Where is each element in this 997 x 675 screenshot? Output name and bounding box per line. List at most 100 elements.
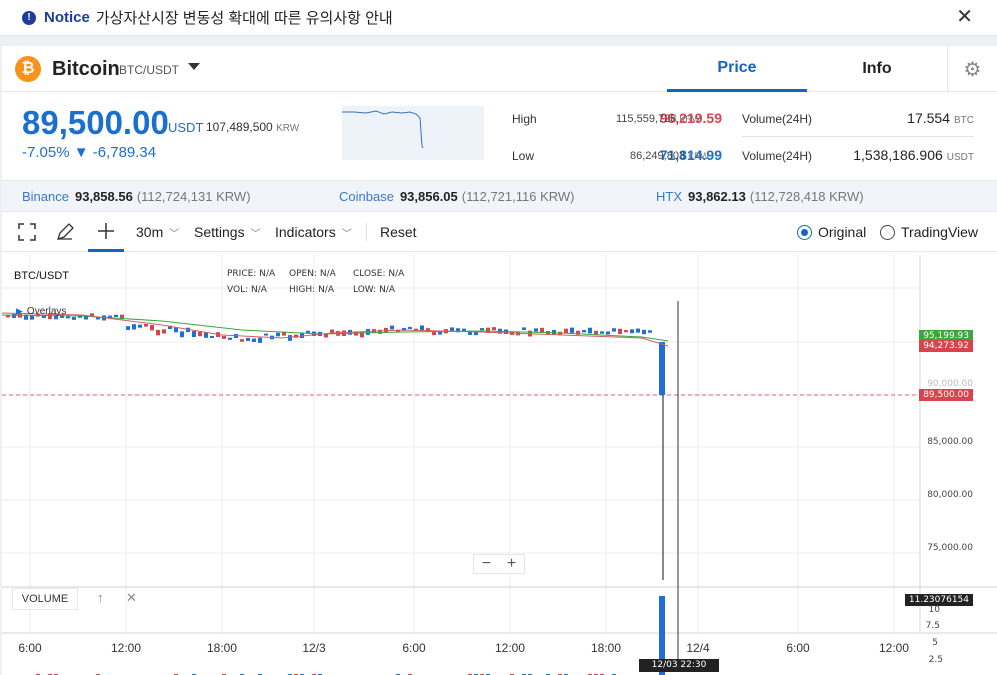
volume-btc-value: 17.554 BTC	[907, 110, 974, 126]
zoom-in-button[interactable]: +	[506, 555, 517, 572]
volume-usdt-number: 1,538,186.906	[853, 147, 943, 163]
indicators-menu[interactable]: Indicators ﹀	[275, 212, 352, 252]
settings-menu[interactable]: Settings ﹀	[194, 212, 261, 252]
price-summary: 89,500.00 USDT 107,489,500 KRW -7.05% ▼ …	[2, 92, 997, 180]
candle	[24, 314, 28, 320]
legend-open-label: OPEN:	[289, 269, 317, 279]
ohlc-legend-high: HIGH: N/A	[289, 285, 334, 295]
candle	[252, 338, 256, 342]
y-label: 75,000.00	[927, 543, 973, 553]
low-krw-value: 86,249,803	[630, 150, 686, 162]
coin-name[interactable]: Bitcoin	[52, 58, 120, 80]
ohlc-legend-low: LOW: N/A	[353, 285, 395, 295]
tab-info[interactable]: Info	[862, 60, 892, 77]
exchange-name[interactable]: HTX	[656, 189, 682, 204]
legend-high-label: HIGH:	[289, 285, 316, 295]
radio-selected-icon[interactable]	[797, 224, 812, 240]
notice-message[interactable]: 가상자산시장 변동성 확대에 따른 유의사항 안내	[95, 10, 393, 27]
radio-unselected-icon[interactable]	[880, 224, 895, 240]
close-icon[interactable]: ✕	[126, 590, 137, 605]
coin-pair[interactable]: BTC/USDT	[119, 63, 179, 77]
candle	[426, 328, 430, 332]
candle	[420, 325, 424, 331]
candle	[486, 327, 490, 334]
candle	[6, 314, 10, 318]
exchange-name[interactable]: Coinbase	[339, 189, 394, 204]
legend-low: N/A	[379, 285, 395, 295]
chevron-down-icon[interactable]: ﹀	[169, 228, 180, 240]
exchange-krw: (112,728,418 KRW)	[749, 189, 864, 204]
y-label: 85,000.00	[927, 437, 973, 447]
legend-close-label: CLOSE:	[353, 269, 386, 279]
chevron-down-icon[interactable]: ﹀	[341, 228, 352, 240]
overlays-label[interactable]: Overlays	[26, 306, 67, 317]
crosshair-icon[interactable]	[88, 212, 124, 252]
candle	[324, 333, 328, 338]
candle	[300, 332, 304, 339]
candle	[588, 327, 592, 334]
price-chart[interactable]: BTC/USDT PRICE: N/A OPEN: N/A CLOSE: N/A…	[2, 255, 997, 675]
indicators-label[interactable]: Indicators	[275, 224, 336, 240]
chart-canvas[interactable]	[2, 255, 997, 675]
candle	[534, 328, 538, 332]
candle	[48, 313, 52, 320]
reset-button[interactable]: Reset	[380, 224, 417, 240]
gear-icon[interactable]: ⚙	[947, 46, 997, 92]
candle	[624, 330, 628, 333]
candle	[648, 330, 652, 333]
candle	[564, 328, 568, 333]
settings-label[interactable]: Settings	[194, 224, 245, 240]
triangle-right-icon[interactable]: ▶	[16, 306, 23, 316]
ma-price-tag: 95,199.93	[919, 330, 973, 342]
tab-price[interactable]: Price	[667, 46, 807, 92]
volume-usdt-label: Volume(24H)	[742, 149, 813, 163]
view-original-option[interactable]: Original	[797, 212, 866, 252]
view-tradingview-option[interactable]: TradingView	[880, 212, 978, 252]
x-label: 18:00	[590, 641, 622, 655]
high-krw-value: 115,559,728	[616, 113, 677, 125]
sparkline-chart	[342, 106, 484, 160]
candle	[432, 331, 436, 336]
candle	[360, 332, 364, 338]
exchange-binance[interactable]: Binance 93,858.56 (112,724,131 KRW)	[22, 189, 251, 204]
stats-divider	[742, 136, 974, 137]
toolbar-divider	[366, 223, 367, 241]
legend-open: N/A	[319, 269, 336, 279]
notice-title[interactable]: Notice	[44, 9, 90, 26]
candle	[228, 337, 232, 340]
candle	[306, 330, 310, 334]
candle	[240, 339, 244, 342]
zoom-out-button[interactable]: −	[481, 555, 492, 572]
view-tradingview-label[interactable]: TradingView	[901, 224, 979, 240]
x-label: 6:00	[402, 641, 426, 655]
exchange-htx[interactable]: HTX 93,862.13 (112,728,418 KRW)	[656, 189, 864, 204]
interval-select[interactable]: 30m ﹀	[136, 212, 179, 252]
high-krw: 115,559,728 KRW	[616, 113, 700, 125]
view-original-label[interactable]: Original	[818, 224, 867, 240]
chevron-down-icon[interactable]	[188, 63, 200, 70]
ohlc-legend-close: CLOSE: N/A	[353, 269, 404, 279]
arrow-up-icon[interactable]: ↑	[97, 590, 104, 605]
draw-pencil-icon[interactable]	[55, 212, 77, 252]
candle	[162, 329, 166, 334]
candle	[402, 327, 406, 331]
volume-scale-label: 5	[932, 638, 938, 648]
exchange-bar: Binance 93,858.56 (112,724,131 KRW) Coinba…	[2, 180, 997, 212]
chevron-down-icon[interactable]: ﹀	[250, 228, 261, 240]
candle	[414, 328, 418, 331]
exchange-coinbase[interactable]: Coinbase 93,856.05 (112,721,116 KRW)	[339, 189, 575, 204]
candle	[258, 337, 262, 343]
volume-scale-label: 2.5	[928, 655, 943, 665]
zoom-control: − +	[473, 554, 525, 574]
fullscreen-icon[interactable]	[18, 212, 40, 252]
overlays-toggle[interactable]: ▶ Overlays	[16, 306, 66, 317]
price-unit: USDT	[168, 120, 204, 135]
volume-pane-label[interactable]: VOLUME	[12, 588, 78, 610]
interval-label[interactable]: 30m	[136, 224, 164, 240]
candle	[576, 330, 580, 335]
close-icon[interactable]: ✕	[956, 6, 973, 28]
high-krw-unit: KRW	[679, 114, 701, 124]
exchange-name[interactable]: Binance	[22, 189, 69, 204]
candle	[90, 313, 94, 317]
price-krw-unit: KRW	[276, 123, 300, 134]
